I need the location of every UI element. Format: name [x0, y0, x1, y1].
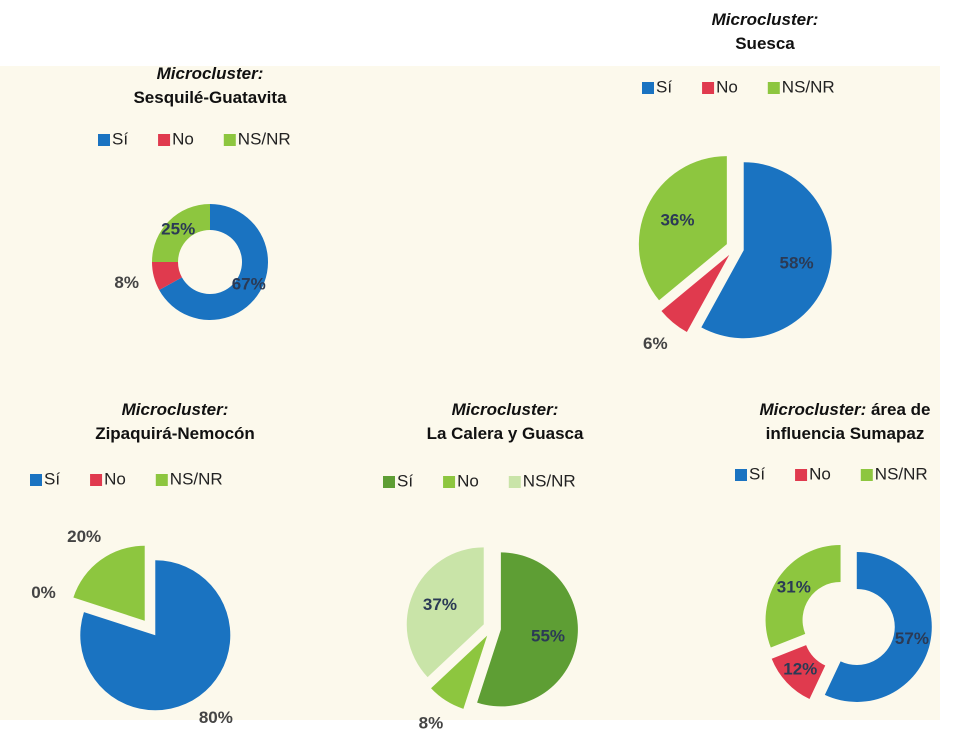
data-label: 31%	[777, 578, 811, 597]
legend-label: Sí	[397, 471, 413, 490]
legend-label: Sí	[112, 129, 128, 148]
slice	[477, 552, 578, 707]
legend-swatch	[735, 469, 747, 481]
data-label: 8%	[419, 714, 444, 729]
data-label: 20%	[67, 527, 101, 546]
data-label: 36%	[660, 210, 694, 229]
data-label: 67%	[232, 274, 266, 293]
legend-label: No	[457, 471, 479, 490]
legend-label: Sí	[656, 77, 672, 96]
legend-swatch	[383, 476, 395, 488]
slice	[431, 635, 488, 709]
slice	[70, 602, 142, 626]
data-label: 58%	[780, 253, 814, 272]
chart-title: Microcluster: área de influencia Sumapaz	[730, 398, 957, 446]
chart-title: Microcluster: Suesca	[665, 8, 865, 56]
title-bold: Sesquilé-Guatavita	[133, 88, 287, 107]
title-bold: La Calera y Guasca	[426, 424, 584, 443]
legend-label: No	[172, 129, 194, 148]
data-label: 0%	[31, 583, 56, 602]
title-bold: Zipaquirá-Nemocón	[95, 424, 255, 443]
data-label: 37%	[423, 595, 457, 614]
data-label: 55%	[531, 626, 565, 645]
legend-swatch	[223, 134, 236, 146]
data-label: 57%	[895, 629, 929, 648]
data-label: 25%	[161, 220, 195, 239]
title-bold: Suesca	[735, 34, 795, 53]
chart-title: Microcluster: Zipaquirá-Nemocón	[45, 398, 305, 446]
legend-swatch	[158, 134, 171, 146]
legend-label: NS/NR	[782, 77, 835, 96]
data-label: 80%	[199, 708, 233, 727]
data-label: 12%	[783, 659, 817, 678]
legend-swatch	[98, 134, 110, 146]
chart-title: Microcluster: La Calera y Guasca	[375, 398, 635, 446]
slice	[73, 545, 145, 621]
legend-label: Sí	[749, 464, 765, 483]
slice	[152, 204, 210, 262]
legend-swatch	[30, 474, 42, 486]
title-italic: Microcluster:	[711, 10, 819, 29]
data-label: 6%	[643, 334, 668, 353]
title-italic: Microcluster:	[759, 400, 867, 419]
slice	[824, 551, 932, 702]
legend-label: No	[809, 464, 831, 483]
slice	[765, 544, 841, 648]
title-bold: área de influencia Sumapaz	[765, 400, 931, 443]
legend-label: NS/NR	[238, 129, 291, 148]
legend-swatch	[702, 82, 715, 94]
legend-label: NS/NR	[523, 471, 576, 490]
slice	[80, 560, 231, 711]
slice	[661, 254, 730, 333]
legend-label: No	[716, 77, 738, 96]
legend-swatch	[155, 474, 168, 486]
legend-swatch	[443, 476, 456, 488]
slice	[701, 162, 832, 339]
slice	[159, 204, 268, 320]
legend-label: Sí	[44, 469, 60, 488]
slice	[406, 547, 484, 678]
data-label: 8%	[114, 273, 139, 292]
title-italic: Microcluster:	[121, 400, 229, 419]
title-italic: Microcluster:	[156, 64, 264, 83]
slice	[638, 156, 727, 301]
legend-label: NS/NR	[875, 464, 928, 483]
slice	[771, 645, 826, 700]
legend-swatch	[795, 469, 808, 481]
legend-swatch	[767, 82, 780, 94]
legend-swatch	[642, 82, 654, 94]
legend-label: NS/NR	[170, 469, 223, 488]
slice	[152, 262, 182, 290]
legend-swatch	[90, 474, 103, 486]
legend-swatch	[508, 476, 521, 488]
chart-title: Microcluster: Sesquilé-Guatavita	[80, 62, 340, 110]
legend-label: No	[104, 469, 126, 488]
title-italic: Microcluster:	[451, 400, 559, 419]
legend-swatch	[860, 469, 873, 481]
